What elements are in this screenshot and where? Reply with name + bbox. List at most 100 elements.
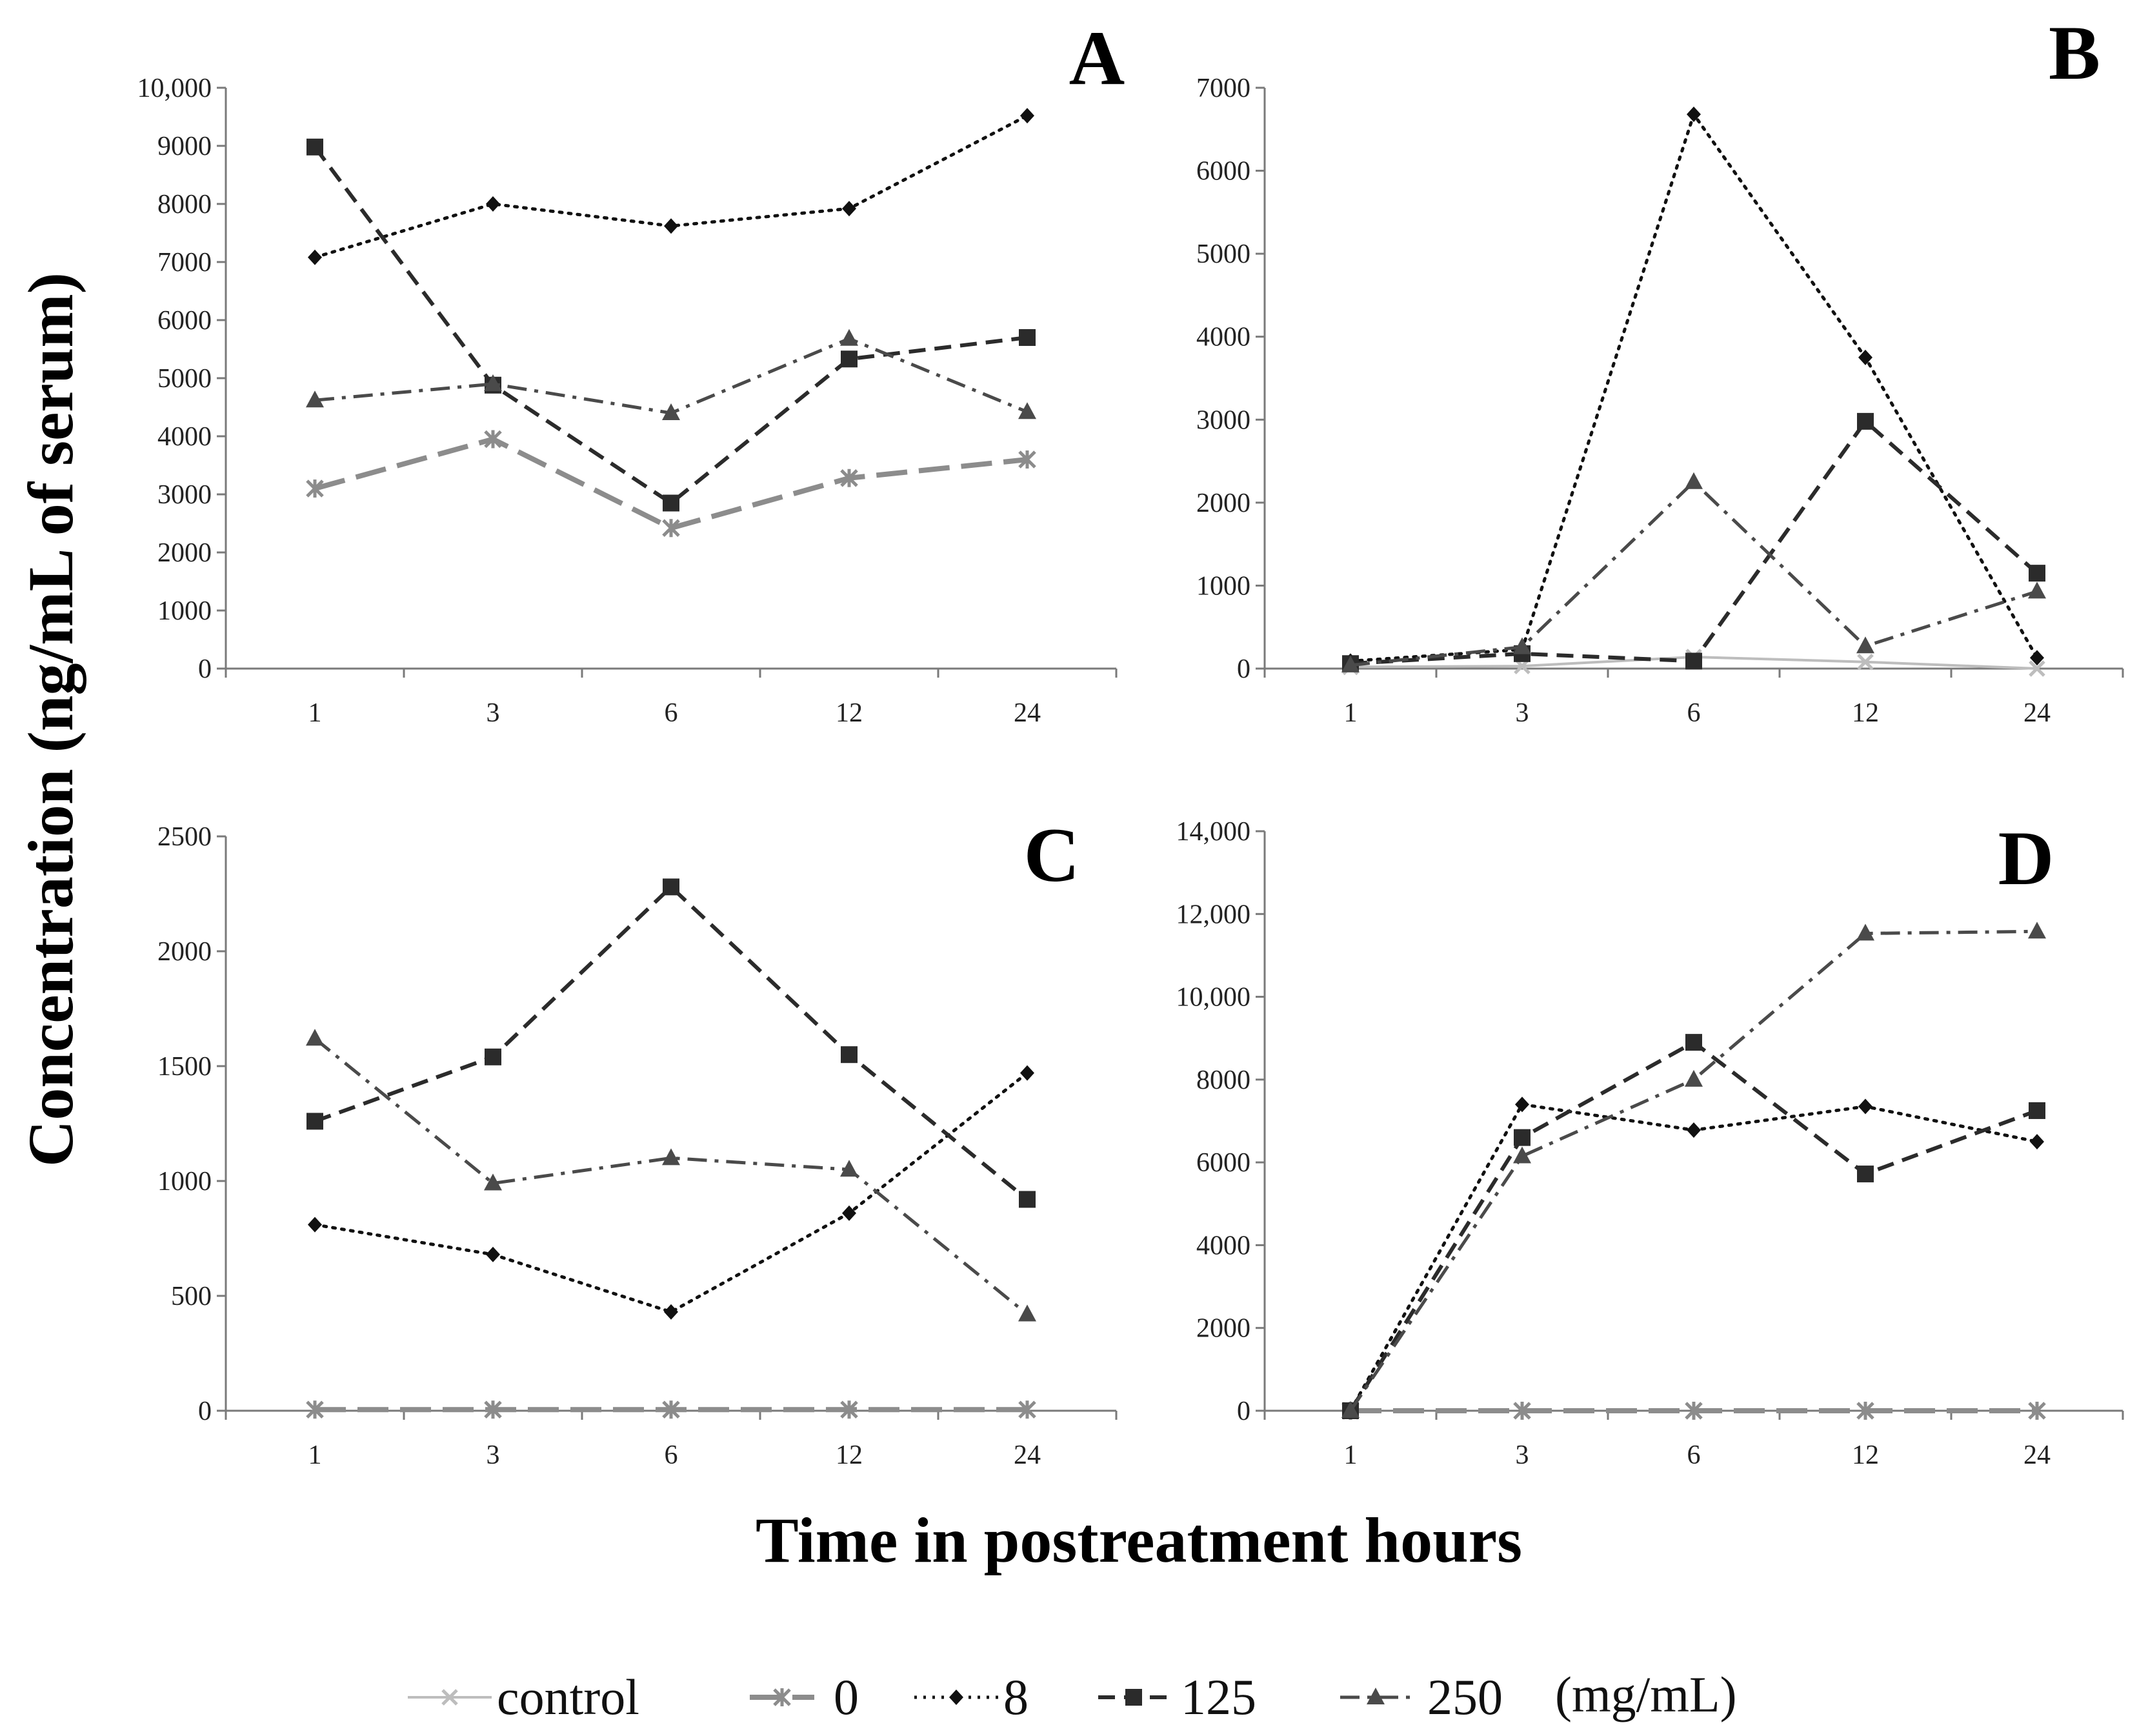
- x-tick-label: 3: [487, 698, 500, 728]
- series-125: [306, 138, 1036, 512]
- series-line: [313, 114, 1029, 259]
- series-250: [306, 328, 1036, 420]
- data-point: [1685, 1034, 1702, 1051]
- y-tick-label: 6000: [157, 306, 212, 336]
- data-point: [662, 519, 680, 538]
- data-point: [308, 249, 322, 265]
- y-tick-label: 1000: [1196, 571, 1250, 601]
- data-point: [1687, 106, 1701, 123]
- legend-marker: [949, 1690, 963, 1705]
- data-point: [662, 403, 680, 420]
- series-8: [308, 108, 1034, 265]
- x-tick-label: 6: [1687, 1440, 1701, 1470]
- y-tick-label: 0: [198, 1397, 212, 1426]
- data-point: [2028, 922, 2046, 939]
- panel-C: 0 500 1000 1500 2000 2500 1 3 6 12 24 C: [157, 812, 1118, 1470]
- data-point: [1857, 1166, 1874, 1183]
- y-tick-label: 0: [198, 654, 212, 684]
- y-tick-label: 1500: [157, 1052, 212, 1082]
- data-point: [840, 1400, 858, 1419]
- legend-marker: [441, 1689, 458, 1706]
- y-tick-label: 8000: [157, 190, 212, 219]
- data-point: [841, 1046, 858, 1064]
- data-point: [1018, 1304, 1036, 1322]
- data-point: [1513, 1402, 1531, 1420]
- series-250: [1341, 472, 2046, 672]
- data-point: [1856, 636, 1874, 654]
- panel-letter: A: [1069, 15, 1125, 101]
- y-tick-label: 4000: [157, 422, 212, 452]
- data-point: [1858, 1098, 1872, 1115]
- y-tick-label: 4000: [1196, 323, 1250, 352]
- series-250: [306, 1029, 1036, 1322]
- data-point: [841, 350, 858, 368]
- y-tick-label: 4000: [1196, 1231, 1250, 1260]
- series-125: [1342, 412, 2045, 672]
- data-point: [842, 201, 856, 217]
- y-tick-label: 500: [171, 1282, 212, 1311]
- data-point: [485, 1048, 501, 1065]
- data-point: [1514, 1129, 1531, 1146]
- legend-marker: [1367, 1688, 1385, 1704]
- data-point: [484, 1400, 502, 1419]
- series-8: [308, 1065, 1034, 1320]
- x-tick-label: 12: [836, 698, 863, 728]
- data-point: [1019, 329, 1036, 346]
- x-tick-label: 12: [836, 1440, 863, 1470]
- y-tick-label: 5000: [1196, 239, 1250, 269]
- x-tick-label: 24: [2023, 698, 2051, 728]
- x-tick-label: 12: [1852, 698, 1879, 728]
- data-point: [1515, 1096, 1529, 1113]
- legend: control 0 8 125 250 (mg/mL): [408, 1666, 1737, 1725]
- legend-item-control: control: [408, 1669, 639, 1725]
- data-point: [306, 1400, 324, 1419]
- data-point: [1858, 349, 1872, 365]
- y-tick-label: 6000: [1196, 157, 1250, 187]
- data-point: [840, 469, 858, 487]
- data-point: [663, 878, 679, 896]
- data-point: [306, 138, 323, 156]
- series-line: [313, 146, 1028, 506]
- data-point: [840, 1160, 858, 1177]
- y-tick-label: 2000: [1196, 489, 1250, 518]
- data-point: [1856, 1402, 1874, 1420]
- data-point: [486, 1246, 500, 1262]
- x-axis-label: Time in postreatment hours: [756, 1504, 1522, 1576]
- data-point: [2029, 1102, 2045, 1119]
- x-tick-label: 1: [308, 1440, 322, 1470]
- panel-letter: D: [1998, 815, 2054, 901]
- y-tick-label: 1000: [157, 1167, 212, 1196]
- data-point: [842, 1205, 856, 1221]
- data-point: [1687, 1122, 1701, 1138]
- data-point: [306, 390, 324, 408]
- series-8: [1343, 106, 2044, 669]
- series-line: [314, 884, 1029, 1201]
- legend-marker: [773, 1688, 791, 1706]
- data-point: [2029, 660, 2045, 677]
- y-tick-label: 5000: [157, 364, 212, 394]
- data-point: [1341, 1401, 1360, 1418]
- y-tick-label: 2000: [157, 538, 212, 568]
- legend-item-8: 8: [914, 1669, 1029, 1725]
- series-250: [1341, 922, 2046, 1418]
- y-tick-label: 8000: [1196, 1065, 1250, 1095]
- legend-item-250: 250: [1340, 1669, 1503, 1725]
- data-point: [664, 218, 678, 234]
- x-tick-label: 24: [1014, 1440, 1041, 1470]
- series-0: [306, 1400, 1036, 1419]
- y-tick-label: 2000: [157, 937, 212, 967]
- y-tick-label: 12,000: [1176, 900, 1251, 929]
- x-tick-label: 6: [1687, 698, 1701, 728]
- series-line: [1350, 479, 2038, 667]
- series-125: [1342, 1034, 2045, 1419]
- series-line: [1350, 418, 2038, 666]
- data-point: [1020, 108, 1034, 124]
- data-point: [1685, 652, 1702, 670]
- series-line: [1349, 929, 2038, 1412]
- legend-label: 250: [1427, 1669, 1503, 1725]
- series-line: [313, 1071, 1029, 1314]
- data-point: [484, 430, 502, 449]
- panel-D: 0 2000 4000 6000 8000 10,000 12,000 14,000 1 3 6 12…: [1176, 815, 2124, 1470]
- data-point: [306, 1113, 323, 1130]
